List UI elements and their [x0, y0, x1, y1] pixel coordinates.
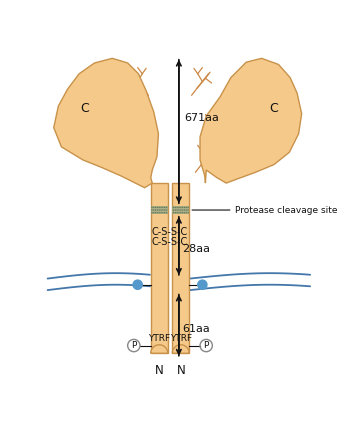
Circle shape — [160, 212, 162, 214]
Circle shape — [158, 207, 160, 208]
Circle shape — [155, 207, 156, 208]
Circle shape — [186, 207, 187, 208]
Circle shape — [187, 207, 189, 208]
Circle shape — [164, 207, 165, 208]
Text: 61aa: 61aa — [182, 324, 210, 334]
Circle shape — [151, 207, 153, 208]
Circle shape — [151, 212, 153, 214]
Text: N: N — [155, 364, 164, 377]
Circle shape — [173, 207, 174, 208]
Circle shape — [174, 207, 176, 208]
Polygon shape — [172, 345, 189, 353]
Text: C-S-S-C: C-S-S-C — [152, 237, 188, 246]
Circle shape — [178, 212, 180, 214]
Circle shape — [178, 207, 180, 208]
Circle shape — [162, 209, 164, 211]
Circle shape — [162, 207, 164, 208]
Text: C: C — [269, 102, 277, 115]
Circle shape — [157, 212, 158, 214]
Circle shape — [158, 212, 160, 214]
Circle shape — [186, 212, 187, 214]
Circle shape — [160, 207, 162, 208]
Text: P: P — [131, 341, 136, 350]
Circle shape — [177, 207, 178, 208]
Text: C-S-S-C: C-S-S-C — [152, 227, 188, 237]
Circle shape — [186, 209, 187, 211]
Circle shape — [184, 212, 185, 214]
Circle shape — [180, 209, 181, 211]
Circle shape — [173, 212, 174, 214]
Text: C: C — [80, 102, 89, 115]
Circle shape — [177, 212, 178, 214]
Circle shape — [158, 209, 160, 211]
Circle shape — [151, 209, 153, 211]
Text: N: N — [176, 364, 185, 377]
Circle shape — [180, 207, 181, 208]
Circle shape — [153, 209, 155, 211]
Polygon shape — [54, 58, 158, 188]
Text: 671aa: 671aa — [184, 114, 219, 123]
Text: YTRF: YTRF — [170, 334, 192, 343]
Circle shape — [166, 209, 167, 211]
Text: Protease cleavage site: Protease cleavage site — [192, 206, 338, 214]
Circle shape — [166, 212, 167, 214]
Bar — [151, 206, 168, 214]
Circle shape — [155, 209, 156, 211]
Polygon shape — [151, 345, 168, 353]
Circle shape — [174, 209, 176, 211]
Circle shape — [184, 209, 185, 211]
Circle shape — [173, 209, 174, 211]
Circle shape — [187, 212, 189, 214]
Circle shape — [155, 212, 156, 214]
Bar — [172, 183, 189, 353]
Circle shape — [174, 212, 176, 214]
Text: P: P — [203, 341, 209, 350]
Circle shape — [184, 207, 185, 208]
Circle shape — [166, 207, 167, 208]
Polygon shape — [200, 58, 302, 183]
Circle shape — [133, 280, 142, 289]
Circle shape — [180, 212, 181, 214]
Text: YTRF: YTRF — [148, 334, 170, 343]
Circle shape — [157, 209, 158, 211]
Circle shape — [160, 209, 162, 211]
Text: 28aa: 28aa — [182, 244, 210, 254]
Circle shape — [182, 212, 183, 214]
Circle shape — [182, 207, 183, 208]
Circle shape — [153, 207, 155, 208]
Circle shape — [182, 209, 183, 211]
Bar — [172, 206, 189, 214]
Circle shape — [157, 207, 158, 208]
Circle shape — [153, 212, 155, 214]
Circle shape — [177, 209, 178, 211]
Circle shape — [178, 209, 180, 211]
Circle shape — [187, 209, 189, 211]
Circle shape — [164, 212, 165, 214]
Circle shape — [162, 212, 164, 214]
Bar — [151, 183, 168, 353]
Circle shape — [164, 209, 165, 211]
Circle shape — [198, 280, 207, 289]
